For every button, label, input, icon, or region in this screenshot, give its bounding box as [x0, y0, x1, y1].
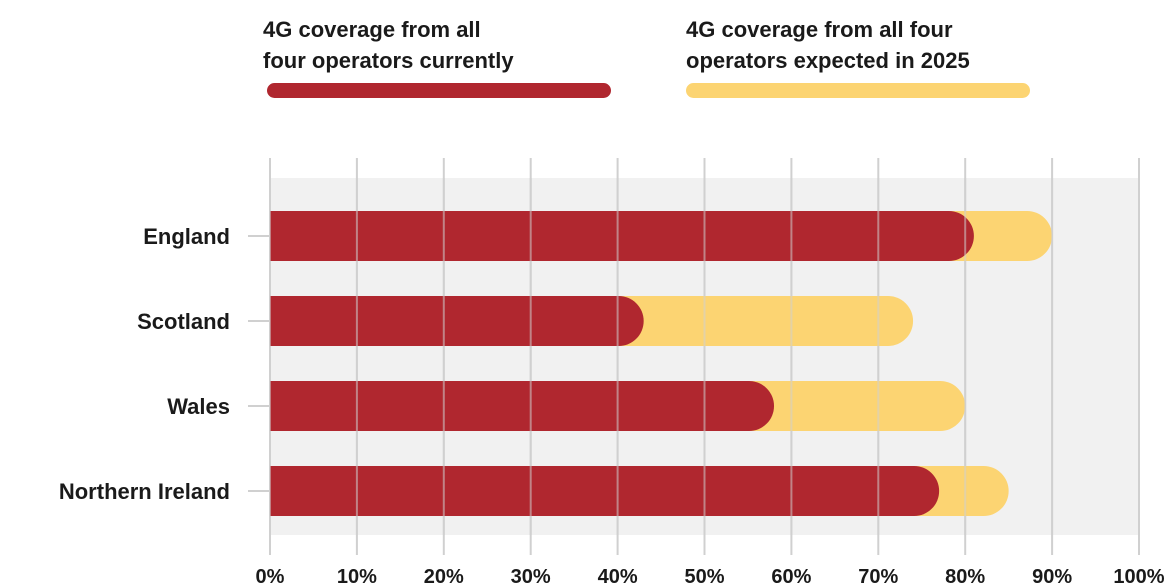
tick-label-100: 100%: [1113, 566, 1164, 585]
tick-label-70: 70%: [858, 566, 898, 585]
tick-label-50: 50%: [684, 566, 724, 585]
legend-item-expected: 4G coverage from all four operators expe…: [686, 14, 1036, 98]
tick-label-10: 10%: [337, 566, 377, 585]
tick-label-80: 80%: [945, 566, 985, 585]
legend-swatch-current: [267, 83, 611, 98]
tick-label-90: 90%: [1032, 566, 1072, 585]
category-label-wales: Wales: [167, 394, 230, 419]
bar-current-northern-ireland: [270, 466, 940, 516]
legend-swatch-expected: [686, 83, 1030, 98]
legend-label-expected: 4G coverage from all four operators expe…: [686, 17, 970, 73]
category-label-england: England: [143, 224, 230, 249]
legend-item-current: 4G coverage from all four operators curr…: [263, 14, 615, 98]
tick-label-40: 40%: [598, 566, 638, 585]
tick-label-20: 20%: [424, 566, 464, 585]
tick-label-60: 60%: [771, 566, 811, 585]
tick-label-0: 0%: [256, 566, 285, 585]
bar-current-scotland: [270, 296, 644, 346]
category-label-scotland: Scotland: [137, 309, 230, 334]
bar-current-wales: [270, 381, 775, 431]
category-label-northern-ireland: Northern Ireland: [59, 479, 230, 504]
tick-label-30: 30%: [511, 566, 551, 585]
legend-label-current: 4G coverage from all four operators curr…: [263, 17, 514, 73]
bar-current-england: [270, 211, 974, 261]
